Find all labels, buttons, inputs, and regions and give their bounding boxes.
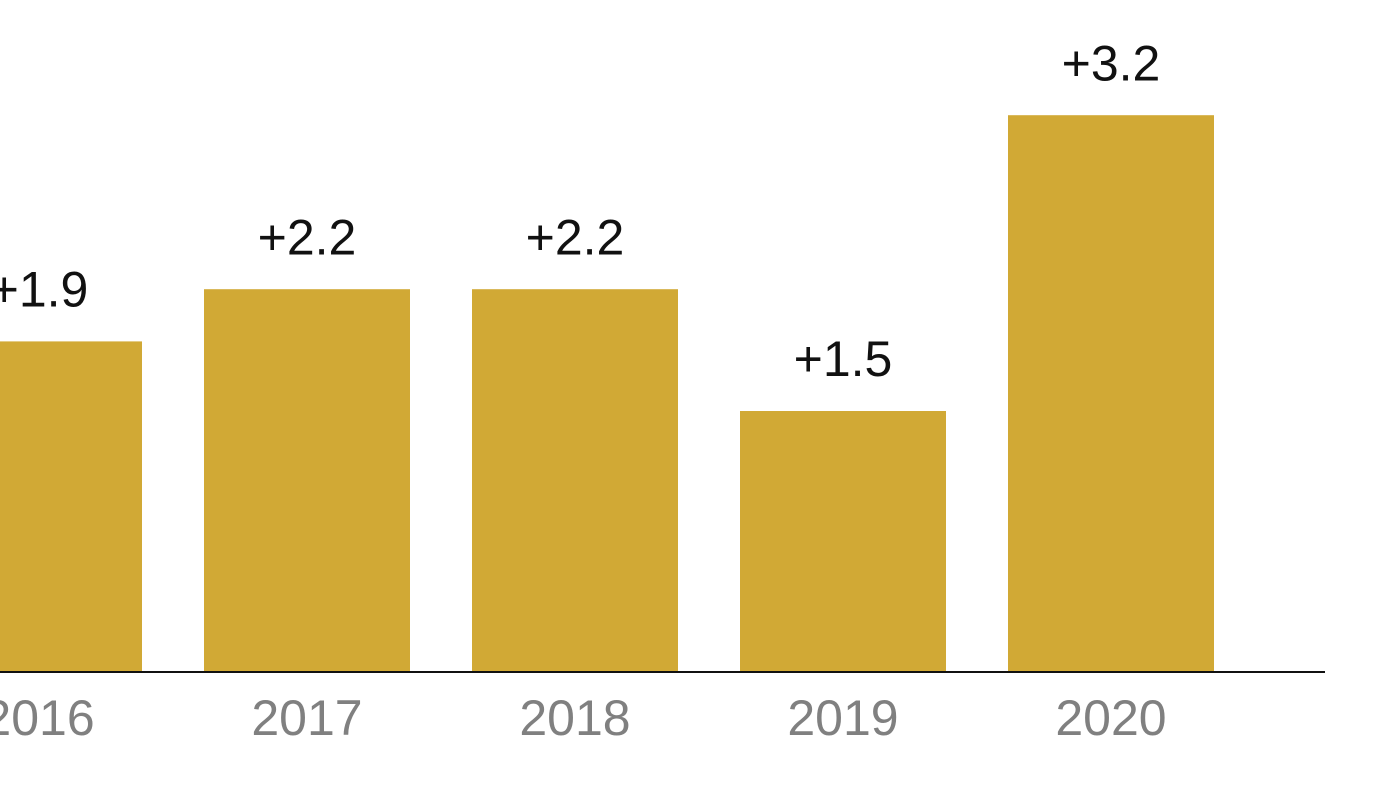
bar	[204, 289, 410, 672]
bar	[0, 341, 142, 672]
x-tick-label: 2019	[787, 690, 898, 746]
value-label: +1.5	[794, 331, 893, 387]
x-tick-label: 2017	[251, 690, 362, 746]
bar	[472, 289, 678, 672]
value-label: +1.9	[0, 262, 88, 318]
value-label: +2.2	[526, 209, 625, 265]
value-label: +3.2	[1062, 35, 1161, 91]
bar	[1008, 115, 1214, 672]
x-tick-label: 2020	[1055, 690, 1166, 746]
x-tick-label: 2018	[519, 690, 630, 746]
value-label: +2.2	[258, 209, 357, 265]
x-tick-label: 2016	[0, 690, 95, 746]
bar	[740, 411, 946, 672]
